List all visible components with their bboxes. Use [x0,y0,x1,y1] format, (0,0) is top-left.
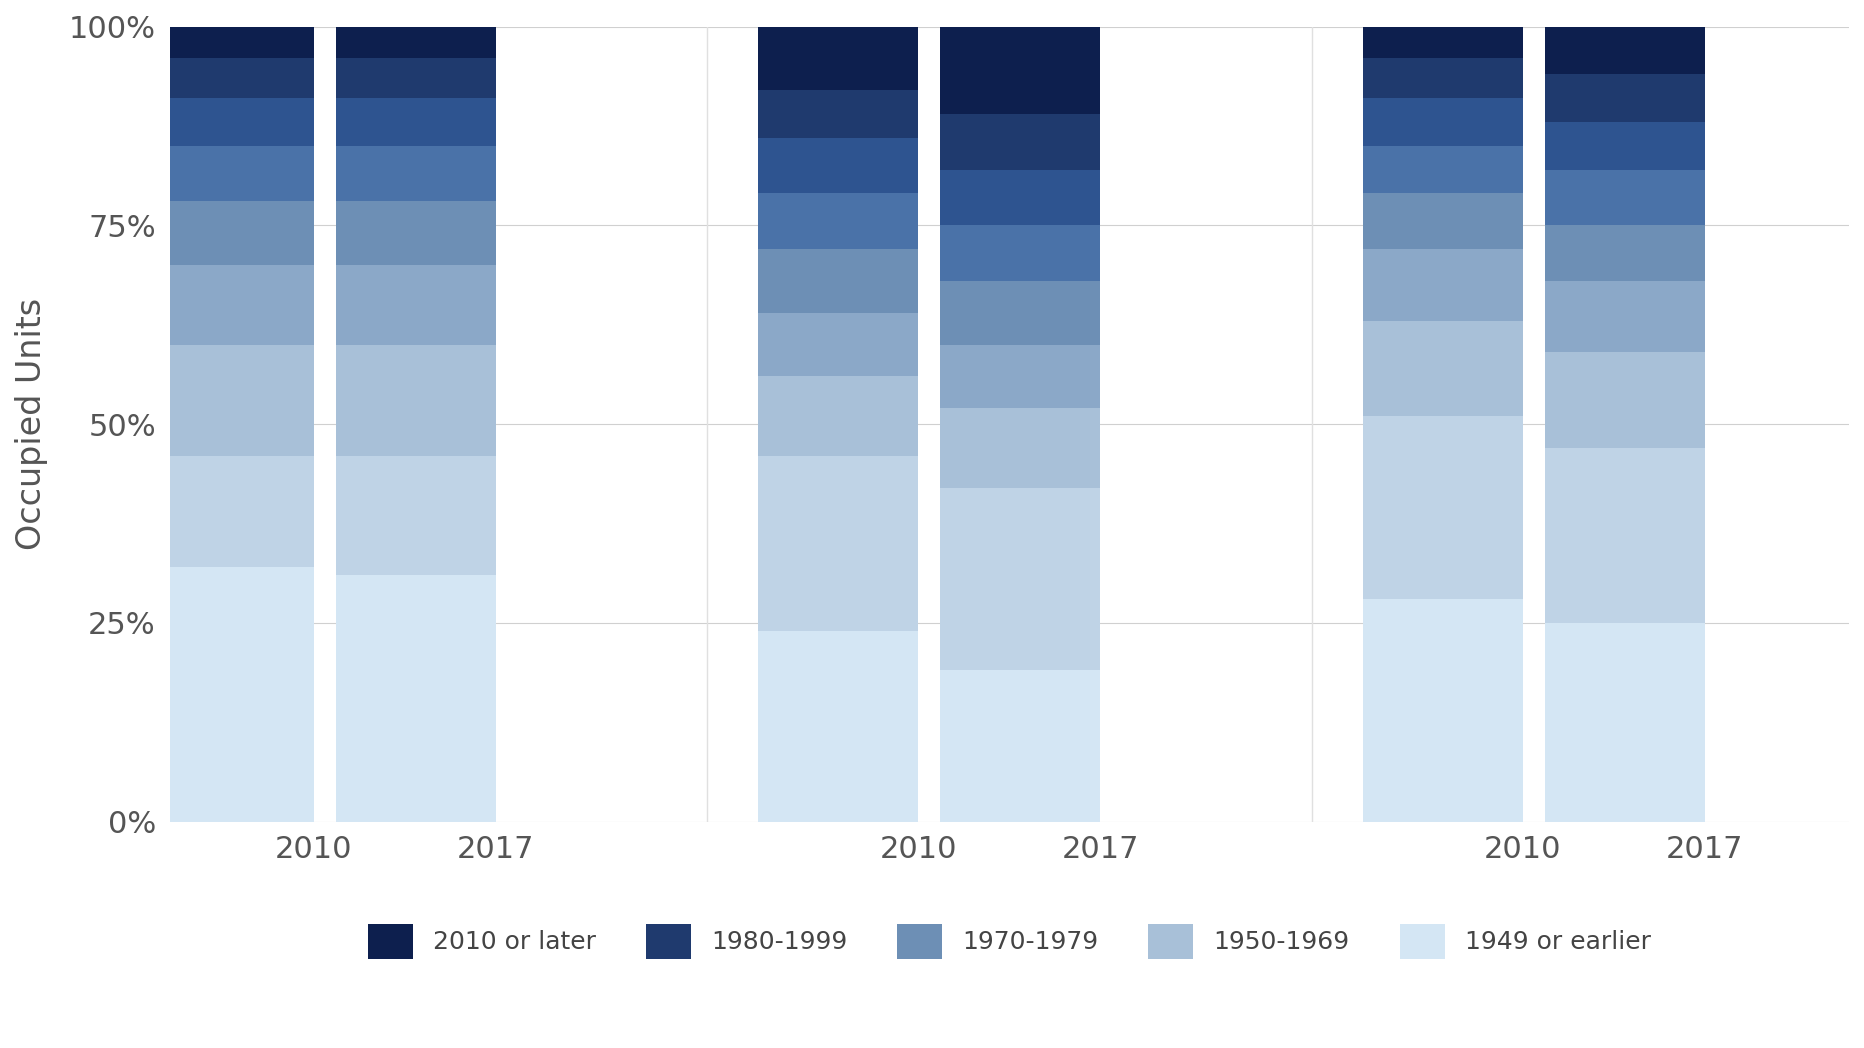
Bar [336,59,496,99]
Y-axis label: Occupied Units: Occupied Units [15,298,48,550]
Bar [759,194,919,249]
Bar [1545,447,1706,623]
Bar [336,146,496,201]
Bar [336,265,496,345]
Bar [1363,321,1523,416]
Bar [939,281,1100,345]
Bar [336,575,496,822]
Bar [336,26,496,59]
Legend: 2010 or later, 1980-1999, 1970-1979, 1950-1969, 1949 or earlier: 2010 or later, 1980-1999, 1970-1979, 195… [358,914,1661,969]
Bar [153,345,313,456]
Bar [939,408,1100,487]
Bar [1545,26,1706,74]
Bar [1545,623,1706,822]
Bar [1545,281,1706,352]
Bar [759,631,919,822]
Bar [1363,99,1523,146]
Bar [759,376,919,456]
Bar [1545,74,1706,122]
Bar [939,114,1100,170]
Bar [336,456,496,575]
Bar [153,456,313,567]
Bar [759,137,919,194]
Bar [1363,599,1523,822]
Bar [939,170,1100,225]
Bar [153,201,313,265]
Bar [1363,26,1523,59]
Bar [336,99,496,146]
Bar [939,225,1100,281]
Bar [336,345,496,456]
Bar [939,671,1100,822]
Bar [1545,352,1706,447]
Bar [759,312,919,376]
Bar [939,487,1100,671]
Bar [1363,59,1523,99]
Bar [1363,416,1523,599]
Bar [759,26,919,90]
Bar [153,265,313,345]
Bar [1363,146,1523,194]
Bar [1545,122,1706,170]
Bar [153,59,313,99]
Bar [759,249,919,312]
Bar [153,146,313,201]
Bar [1363,194,1523,249]
Bar [759,456,919,631]
Bar [939,345,1100,408]
Bar [759,90,919,137]
Bar [153,567,313,822]
Bar [1545,170,1706,225]
Bar [336,201,496,265]
Bar [153,99,313,146]
Bar [939,26,1100,114]
Bar [1363,249,1523,321]
Bar [153,26,313,59]
Bar [1545,225,1706,281]
